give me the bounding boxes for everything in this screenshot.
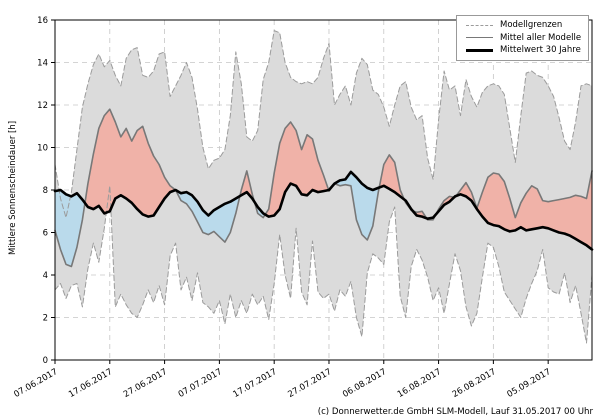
x-tick-label: 27.06.2017 [122,367,169,400]
y-tick-label: 10 [37,144,48,154]
lower-bound-line [54,185,593,344]
legend-label: Modellgrenzen [500,20,563,31]
legend-label: Mittel aller Modelle [500,32,582,43]
y-tick-label: 2 [43,314,48,324]
upper-bound-line [54,30,593,219]
x-tick-label: 27.07.2017 [286,367,333,400]
y-tick-label: 8 [43,186,48,196]
x-tick-label: 16.08.2017 [396,367,443,400]
mean-30y-line [53,170,594,251]
x-tick-label: 17.06.2017 [67,367,114,400]
x-tick-label: 06.08.2017 [341,367,388,400]
legend-item-mittel-aller-modelle: Mittel aller Modelle [457,34,588,43]
area-model-above-normal [84,109,176,217]
area-model-above-normal [265,122,329,217]
x-tick-label: 07.06.2017 [12,367,59,400]
legend-label: Mittelwert 30 Jahre [500,45,581,56]
x-tick-label: 17.07.2017 [232,367,279,400]
copyright-caption: (c) Donnerwetter.de GmbH SLM-Modell, Lau… [317,407,593,417]
model-mean-line [54,108,593,268]
dashed-line-icon [466,24,493,26]
y-tick-label: 16 [37,16,48,26]
legend: Modellgrenzen Mittel aller Modelle Mitte… [456,15,589,61]
gray-line-icon [466,37,493,39]
legend-item-modellgrenzen: Modellgrenzen [457,21,588,30]
x-tick-label: 05.09.2017 [506,367,553,400]
y-tick-label: 4 [43,271,48,281]
legend-item-mittelwert-30-jahre: Mittelwert 30 Jahre [457,46,588,55]
area-model-above-normal [239,170,255,202]
y-axis-title: Mittlere Sonnenscheindauer [h] [8,120,18,256]
x-tick-label: 07.07.2017 [177,367,224,400]
area-model-below-normal [55,190,85,267]
y-tick-label: 6 [43,229,48,239]
area-model-above-normal [379,154,405,200]
x-tick-label: 26.08.2017 [451,367,498,400]
black-line-icon [466,49,493,53]
area-model-above-normal [456,170,592,250]
y-tick-label: 12 [37,101,48,111]
y-tick-label: 14 [37,59,48,69]
y-tick-label: 0 [43,356,48,366]
